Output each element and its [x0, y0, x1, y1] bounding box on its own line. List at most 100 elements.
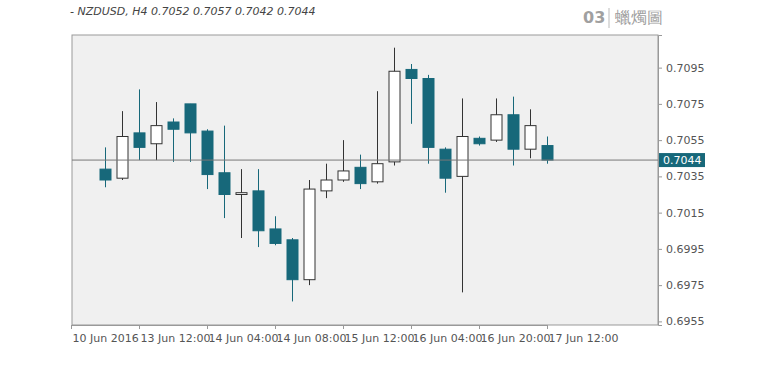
candle-body: [117, 137, 128, 179]
y-tick: 0.7095: [658, 62, 705, 75]
candle: [253, 169, 264, 247]
y-tick-label: 0.6995: [666, 243, 705, 256]
x-tick-mark: [479, 325, 480, 329]
y-tick-mark: [658, 213, 662, 214]
x-tick-label: 14 Jun 08:00: [277, 332, 347, 345]
candle-body: [304, 189, 315, 280]
candle: [457, 98, 468, 292]
x-tick: 16 Jun 20:00: [480, 325, 551, 345]
candle: [151, 102, 162, 160]
candle: [474, 137, 485, 146]
x-tick-mark: [275, 325, 276, 329]
x-tick-label: 15 Jun 12:00: [345, 332, 415, 345]
y-tick-mark: [658, 285, 662, 286]
y-tick-label: 0.7095: [666, 62, 705, 75]
candle-body: [508, 115, 519, 149]
y-tick-mark: [658, 176, 662, 177]
candle: [134, 89, 145, 160]
candle: [219, 126, 230, 218]
plot-frame: [72, 35, 658, 325]
y-tick: 0.6975: [658, 279, 705, 292]
candle-body: [389, 71, 400, 162]
candle: [185, 104, 196, 162]
candle: [270, 216, 281, 245]
candle-body: [185, 104, 196, 133]
x-axis-line: [72, 326, 548, 330]
x-tick: 14 Jun 08:00: [276, 325, 347, 345]
y-tick-label: 0.7075: [666, 98, 705, 111]
y-tick-mark: [658, 68, 662, 69]
y-axis: 0.6955 0.6975 0.6995 0.7015 0.7035 0.7055 0.70…: [658, 36, 705, 329]
candle: [100, 147, 111, 187]
candle-body: [338, 171, 349, 180]
x-tick: 17 Jun 12:00: [548, 325, 619, 345]
x-tick-mark: [207, 325, 208, 329]
candle: [491, 98, 502, 142]
y-tick-label: 0.7055: [666, 134, 705, 147]
x-tick: 14 Jun 04:00: [208, 325, 279, 345]
candles: [100, 48, 553, 302]
candle: [168, 118, 179, 162]
candle-body: [440, 149, 451, 178]
x-tick: 16 Jun 04:00: [412, 325, 483, 345]
candle: [236, 169, 247, 238]
x-tick-label: 16 Jun 04:00: [413, 332, 483, 345]
candle-body: [219, 173, 230, 195]
candle-body: [202, 131, 213, 175]
x-tick-mark: [547, 325, 548, 329]
y-tick-label: 0.7015: [666, 207, 705, 220]
candle: [423, 75, 434, 164]
x-axis: 10 Jun 201613 Jun 12:0014 Jun 04:0014 Ju…: [72, 325, 619, 345]
price-label: 0.7044: [663, 154, 702, 167]
y-tick: 0.7055: [658, 134, 705, 147]
candle-wick: [241, 169, 242, 238]
x-tick-label: 16 Jun 20:00: [481, 332, 551, 345]
candle: [202, 129, 213, 189]
candle-wick: [462, 98, 463, 292]
candle-body: [236, 193, 247, 195]
candle: [338, 140, 349, 182]
candle-body: [525, 126, 536, 150]
candle: [287, 238, 298, 301]
x-tick: 10 Jun 2016: [72, 325, 139, 345]
x-tick-mark: [411, 325, 412, 329]
candle-body: [491, 115, 502, 140]
x-tick-label: 10 Jun 2016: [73, 332, 139, 345]
annotation: 03: [583, 8, 605, 27]
y-tick: 0.7035: [658, 170, 705, 183]
candle: [525, 109, 536, 158]
candle-body: [270, 229, 281, 244]
title: - NZDUSD, H4 0.7052 0.7057 0.7042 0.7044: [70, 5, 315, 18]
y-tick-label: 0.6975: [666, 279, 705, 292]
x-tick-mark: [139, 325, 140, 329]
candle: [117, 111, 128, 180]
candle-body: [474, 138, 485, 143]
divider: [609, 8, 610, 28]
y-axis-line: [659, 36, 663, 326]
y-tick: 0.7075: [658, 98, 705, 111]
y-tick: 0.6995: [658, 243, 705, 256]
candle-body: [253, 191, 264, 231]
candle-body: [406, 69, 417, 78]
candle-body: [355, 167, 366, 183]
y-tick-mark: [658, 140, 662, 141]
x-tick-label: 14 Jun 04:00: [209, 332, 279, 345]
y-tick-label: 0.7035: [666, 170, 705, 183]
price-label-box: [659, 153, 705, 167]
candle-body: [100, 169, 111, 180]
candle: [508, 97, 519, 166]
candle-body: [168, 122, 179, 129]
x-tick-mark: [343, 325, 344, 329]
candle: [304, 180, 315, 285]
candle: [321, 164, 332, 198]
candle-wick: [139, 89, 140, 160]
y-tick-mark: [658, 104, 662, 105]
candle-body: [457, 137, 468, 177]
y-tick-label: 0.6955: [666, 315, 705, 328]
candle-body: [134, 133, 145, 148]
y-tick: 0.6955: [658, 315, 705, 328]
candle: [440, 147, 451, 192]
candle-wick: [224, 126, 225, 218]
x-tick: 13 Jun 12:00: [140, 325, 211, 345]
candle-body: [287, 240, 298, 280]
